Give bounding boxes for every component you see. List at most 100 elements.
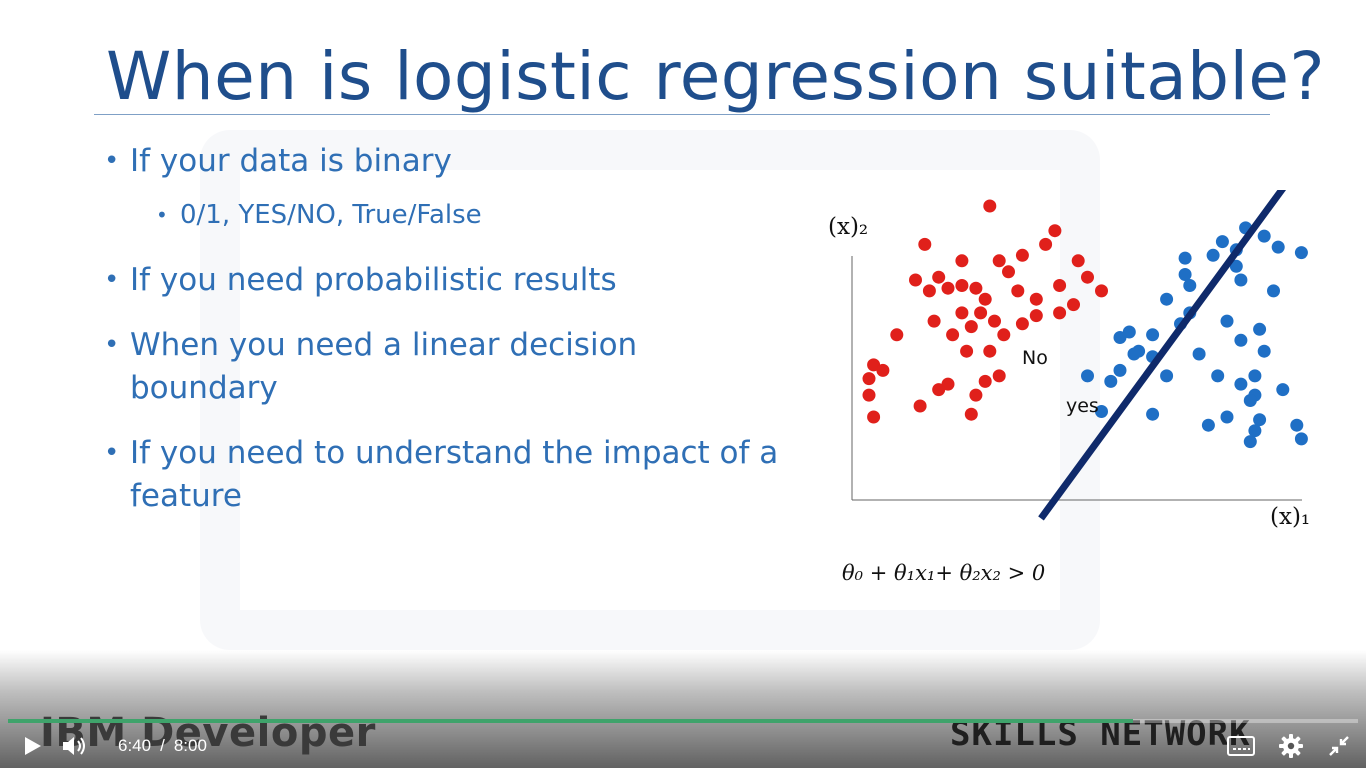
scatter-point-red <box>955 279 969 292</box>
scatter-point-red <box>867 410 881 424</box>
scatter-point-blue <box>1229 259 1243 273</box>
scatter-point-red <box>1067 298 1080 312</box>
scatter-point-blue <box>1146 407 1160 421</box>
region-label-yes: yes <box>1066 395 1099 417</box>
scatter-point-blue <box>1178 268 1192 281</box>
scatter-point-blue <box>1253 322 1267 336</box>
scatter-point-blue <box>1276 383 1290 397</box>
scatter-point-red <box>932 383 946 397</box>
scatter-point-blue <box>1201 418 1215 432</box>
scatter-point-red <box>955 254 969 268</box>
sub-bullet-item: 0/1, YES/NO, True/False <box>156 197 784 233</box>
player-gradient <box>0 650 1366 768</box>
time-display: 6:40 / 8:00 <box>118 736 207 756</box>
scatter-point-red <box>1048 224 1062 238</box>
scatter-point-red <box>1053 279 1067 292</box>
scatter-point-blue <box>1215 235 1229 249</box>
scatter-point-red <box>955 306 969 320</box>
scatter-point-red <box>983 199 997 213</box>
time-separator: / <box>160 736 165 755</box>
current-time: 6:40 <box>118 736 152 755</box>
bullet-item: If you need to understand the impact of … <box>104 432 784 518</box>
captions-button[interactable] <box>1226 734 1256 758</box>
scatter-point-blue <box>1294 246 1308 260</box>
scatter-point-red <box>1053 306 1067 320</box>
scatter-point-red <box>969 281 983 295</box>
bullet-item: If your data is binary <box>104 140 784 183</box>
scatter-point-blue <box>1267 284 1280 298</box>
gear-icon <box>1279 734 1303 758</box>
x-axis-label: (x)₁ <box>1270 504 1310 530</box>
captions-icon <box>1227 736 1255 756</box>
decision-boundary-line <box>1038 190 1287 521</box>
decision-equation: θ₀ + θ₁x₁+ θ₂x₂ > 0 <box>842 561 1045 585</box>
scatter-point-red <box>1095 284 1108 298</box>
scatter-point-red <box>964 320 978 334</box>
scatter-point-red <box>909 273 922 287</box>
scatter-point-blue <box>1178 251 1192 265</box>
scatter-point-red <box>964 407 978 421</box>
scatter-point-blue <box>1095 405 1108 418</box>
scatter-point-blue <box>1234 273 1248 287</box>
bullet-item: When you need a linear decision boundary <box>104 324 784 410</box>
volume-icon <box>63 737 85 755</box>
scatter-point-red <box>1081 270 1094 284</box>
scatter-point-blue <box>1104 374 1118 388</box>
scatter-point-blue <box>1243 435 1257 449</box>
scatter-point-blue <box>1290 418 1304 432</box>
scatter-point-blue <box>1294 432 1308 446</box>
scatter-point-red <box>932 270 946 284</box>
scatter-point-blue <box>1160 369 1174 383</box>
scatter-point-blue <box>1206 248 1220 262</box>
scatter-point-blue <box>1113 363 1127 377</box>
scatter-point-red <box>946 328 960 342</box>
scatter-point-red <box>913 399 927 413</box>
scatter-point-blue <box>1160 292 1174 306</box>
settings-button[interactable] <box>1278 734 1304 758</box>
progress-bar[interactable] <box>8 719 1358 723</box>
scatter-point-blue <box>1127 347 1141 361</box>
scatter-point-blue <box>1146 328 1160 342</box>
play-icon <box>25 737 41 755</box>
region-label-no: No <box>1022 347 1048 369</box>
points-layer <box>862 199 1308 449</box>
scatter-point-red <box>978 292 992 306</box>
scatter-point-red <box>997 328 1011 342</box>
scatter-point-red <box>927 314 941 328</box>
scatter-point-blue <box>1243 394 1257 407</box>
scatter-point-blue <box>1113 331 1127 344</box>
scatter-point-red <box>992 254 1006 268</box>
scatter-point-blue <box>1248 369 1262 383</box>
duration: 8:00 <box>173 736 207 755</box>
scatter-point-blue <box>1234 333 1248 347</box>
scatter-point-red <box>1011 284 1025 298</box>
play-button[interactable] <box>20 734 44 758</box>
scatter-point-red <box>1015 248 1029 262</box>
scatter-point-blue <box>1211 369 1225 383</box>
scatter-point-blue <box>1248 424 1262 438</box>
scatter-point-blue <box>1257 344 1271 358</box>
title-divider <box>94 114 1270 115</box>
scatter-point-blue <box>1234 377 1248 391</box>
scatter-chart: (x)₂ (x)₁ No yes θ₀ + θ₁x₁+ θ₂x₂ > 0 <box>828 190 1310 585</box>
exit-fullscreen-button[interactable] <box>1326 734 1352 758</box>
brand-logo-left: IBM Developer <box>40 710 376 756</box>
scatter-point-red <box>876 363 890 377</box>
scatter-point-blue <box>1220 410 1234 424</box>
scatter-point-red <box>1071 254 1085 268</box>
scatter-point-blue <box>1271 240 1285 254</box>
player-controls: 6:40 / 8:00 <box>0 728 1366 764</box>
scatter-point-red <box>862 388 876 402</box>
scatter-point-blue <box>1253 413 1267 427</box>
scatter-point-red <box>918 237 932 251</box>
scatter-point-red <box>1015 317 1029 331</box>
slide-title: When is logistic regression suitable? <box>106 38 1326 115</box>
bullet-list: If your data is binary 0/1, YES/NO, True… <box>104 140 784 540</box>
scatter-point-red <box>1029 292 1043 306</box>
scatter-point-red <box>983 344 997 358</box>
scatter-point-red <box>1029 309 1043 323</box>
scatter-point-red <box>1039 237 1053 251</box>
y-axis-label: (x)₂ <box>828 214 868 240</box>
volume-button[interactable] <box>60 734 90 758</box>
